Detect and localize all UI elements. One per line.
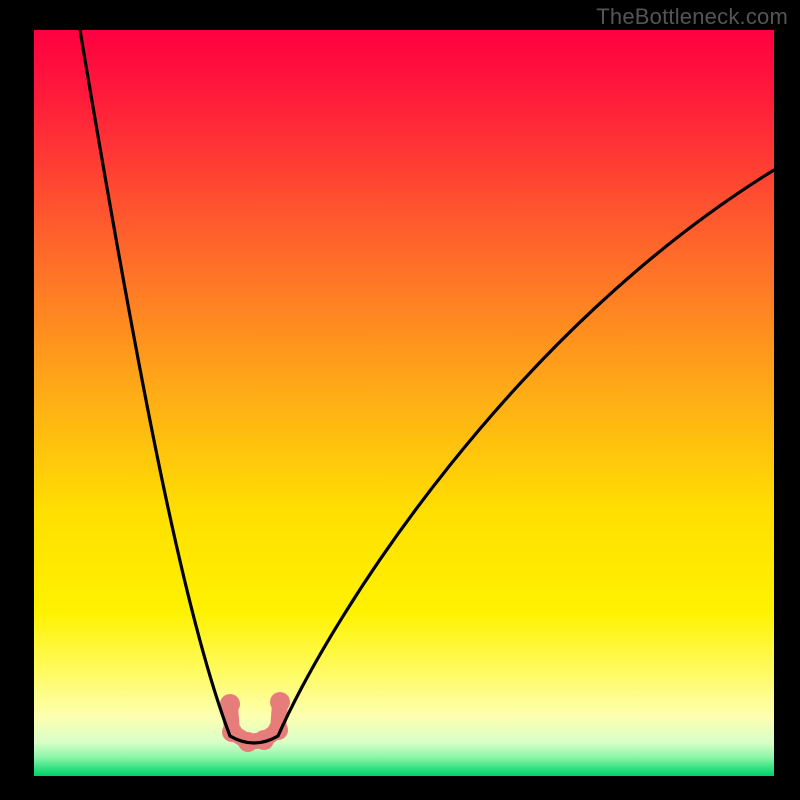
valley-dot bbox=[220, 694, 240, 714]
chart-plot-area bbox=[34, 30, 774, 776]
chart-svg bbox=[34, 30, 774, 776]
watermark-text: TheBottleneck.com bbox=[596, 4, 788, 30]
valley-dot bbox=[270, 692, 290, 712]
